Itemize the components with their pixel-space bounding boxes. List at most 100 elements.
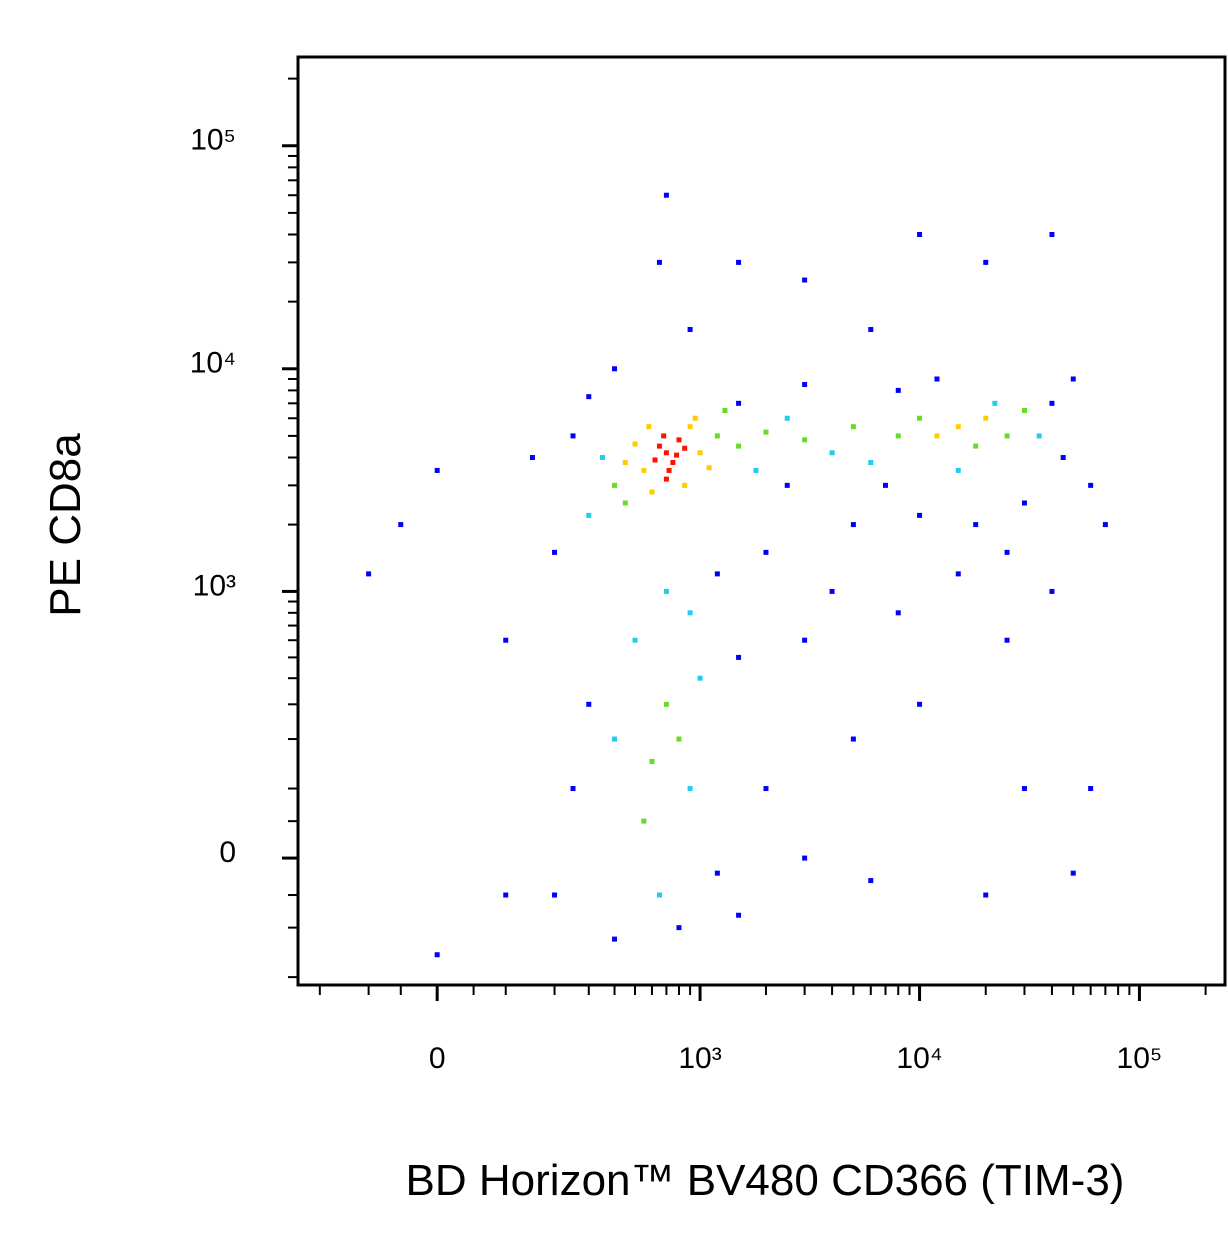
data-point <box>663 476 669 482</box>
data-point <box>1060 455 1066 461</box>
data-point <box>586 701 592 707</box>
data-point <box>850 736 856 742</box>
data-point <box>763 429 769 435</box>
data-point <box>434 952 440 958</box>
data-point <box>983 892 989 898</box>
data-point <box>917 701 923 707</box>
y-axis-title: PE CD8a <box>41 433 90 617</box>
data-point <box>868 327 874 333</box>
data-point <box>917 415 923 421</box>
data-point <box>687 327 693 333</box>
data-point <box>687 786 693 792</box>
data-point <box>802 277 808 283</box>
data-point <box>763 786 769 792</box>
data-point <box>682 482 688 488</box>
data-point <box>753 467 759 473</box>
data-point <box>663 701 669 707</box>
data-point <box>656 892 662 898</box>
data-point <box>1036 433 1042 439</box>
x-tick-label: 10³ <box>678 1042 721 1075</box>
data-point <box>612 736 618 742</box>
data-point <box>992 400 998 406</box>
data-point <box>714 433 720 439</box>
data-point <box>1049 588 1055 594</box>
data-point <box>784 415 790 421</box>
data-point <box>850 522 856 528</box>
data-point <box>934 433 940 439</box>
data-point <box>714 870 720 876</box>
data-point <box>632 441 638 447</box>
data-point <box>586 512 592 518</box>
data-point <box>570 433 576 439</box>
data-point <box>676 925 682 931</box>
data-point <box>1004 433 1010 439</box>
data-point <box>612 936 618 942</box>
data-point <box>1021 500 1027 506</box>
data-point <box>676 736 682 742</box>
data-point <box>599 455 605 461</box>
data-point <box>763 549 769 555</box>
data-point <box>1021 786 1027 792</box>
data-point <box>736 443 742 449</box>
data-point <box>868 459 874 465</box>
x-tick-label: 10⁴ <box>896 1042 942 1075</box>
data-point <box>706 465 712 471</box>
data-point <box>1102 522 1108 528</box>
data-point <box>955 467 961 473</box>
y-tick-label: 10³ <box>193 569 236 602</box>
data-point <box>366 571 372 577</box>
data-point <box>652 457 658 463</box>
data-point <box>552 892 558 898</box>
data-point <box>586 394 592 400</box>
data-point <box>802 382 808 388</box>
data-point <box>1070 870 1076 876</box>
data-point <box>398 522 404 528</box>
data-point <box>1004 637 1010 643</box>
data-point <box>722 408 728 414</box>
data-point <box>666 467 672 473</box>
data-point <box>1088 786 1094 792</box>
data-point <box>1049 232 1055 238</box>
data-point <box>802 637 808 643</box>
data-point <box>895 433 901 439</box>
data-point <box>1088 482 1094 488</box>
data-point <box>917 512 923 518</box>
data-point <box>552 549 558 555</box>
data-point <box>714 571 720 577</box>
data-point <box>622 459 628 465</box>
data-point <box>983 259 989 265</box>
data-point <box>663 192 669 198</box>
data-point <box>868 878 874 884</box>
data-point <box>529 455 535 461</box>
data-point <box>895 610 901 616</box>
y-tick-label: 0 <box>219 836 236 869</box>
data-point <box>895 387 901 393</box>
data-point <box>850 424 856 430</box>
y-tick-label: 10⁵ <box>190 124 236 157</box>
data-point <box>656 259 662 265</box>
data-point <box>503 892 509 898</box>
data-point <box>736 400 742 406</box>
data-point <box>674 452 680 458</box>
data-point <box>676 437 682 443</box>
data-point <box>632 637 638 643</box>
data-point <box>612 366 618 372</box>
data-point <box>687 424 693 430</box>
data-point <box>973 443 979 449</box>
data-point <box>649 758 655 764</box>
data-point <box>973 522 979 528</box>
x-axis-title: BD Horizon™ BV480 CD366 (TIM-3) <box>406 1156 1125 1205</box>
data-point <box>646 424 652 430</box>
data-point <box>784 482 790 488</box>
data-point <box>829 588 835 594</box>
data-point <box>687 610 693 616</box>
data-point <box>622 500 628 506</box>
data-point <box>697 450 703 456</box>
data-point <box>570 786 576 792</box>
data-point <box>1070 376 1076 382</box>
y-tick-label: 10⁴ <box>190 347 236 380</box>
data-point <box>802 855 808 861</box>
x-tick-label: 10⁵ <box>1117 1042 1163 1075</box>
data-point <box>883 482 889 488</box>
